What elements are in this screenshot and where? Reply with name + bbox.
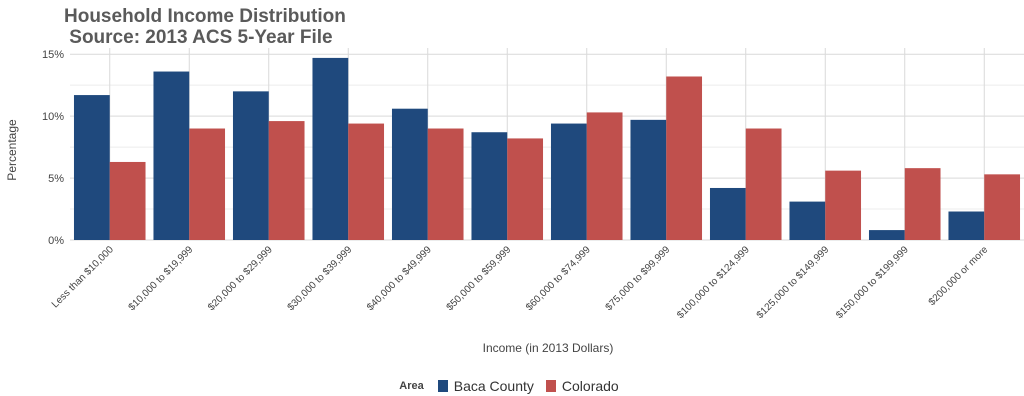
bar-baca-county — [789, 201, 826, 240]
x-tick-label: $75,000 to $99,999 — [604, 244, 673, 313]
bar-baca-county — [709, 187, 746, 240]
bars — [73, 57, 1021, 241]
x-tick-label: $60,000 to $74,999 — [524, 244, 593, 313]
bar-baca-county — [391, 108, 428, 240]
x-tick-label: $125,000 to $149,999 — [755, 244, 832, 321]
y-axis-label: Percentage — [5, 119, 19, 181]
legend-swatch-baca-county — [437, 380, 448, 392]
bar-baca-county — [630, 119, 667, 240]
x-tick-label: $150,000 to $199,999 — [834, 244, 911, 321]
x-tick-label: $40,000 to $49,999 — [365, 244, 434, 313]
legend-label-colorado: Colorado — [561, 378, 619, 394]
bar-colorado — [984, 174, 1021, 240]
bar-baca-county — [471, 132, 508, 240]
legend-title: Area — [399, 380, 424, 392]
x-axis-ticks: Less than $10,000 $10,000 to $19,999 $20,0… — [50, 244, 991, 321]
bar-baca-county — [232, 91, 269, 241]
legend-label-baca-county: Baca County — [453, 378, 534, 394]
bar-colorado — [348, 123, 385, 240]
legend: Area Baca County Colorado — [0, 376, 1024, 394]
x-tick-label: $100,000 to $124,999 — [675, 244, 752, 321]
x-tick-label: $50,000 to $59,999 — [445, 244, 514, 313]
x-tick-label: $200,000 or more — [927, 244, 991, 308]
bar-colorado — [268, 121, 305, 240]
y-tick-label: 10% — [42, 111, 64, 123]
bar-baca-county — [550, 123, 587, 240]
y-tick-label: 5% — [48, 173, 64, 185]
bar-baca-county — [73, 95, 110, 240]
x-tick-label: $30,000 to $39,999 — [286, 244, 355, 313]
x-tick-label: Less than $10,000 — [50, 244, 116, 310]
bar-baca-county — [153, 71, 190, 240]
x-axis-label: Income (in 2013 Dollars) — [483, 341, 614, 355]
chart-title: Household Income Distribution — [64, 6, 346, 27]
x-tick-label: $10,000 to $19,999 — [127, 244, 196, 313]
bar-colorado — [745, 128, 782, 240]
bar-colorado — [189, 128, 226, 240]
bar-colorado — [507, 138, 544, 240]
bar-colorado — [427, 128, 464, 240]
y-tick-label: 15% — [42, 49, 64, 61]
bar-baca-county — [948, 211, 985, 240]
chart-title-block: Household Income Distribution Source: 20… — [64, 6, 346, 48]
y-tick-label: 0% — [48, 235, 64, 247]
chart-subtitle: Source: 2013 ACS 5-Year File — [64, 27, 333, 48]
bar-colorado — [825, 170, 862, 240]
bar-colorado — [666, 76, 703, 240]
y-axis-ticks: 0% 5% 10% 15% — [42, 49, 64, 247]
bar-colorado — [109, 161, 146, 240]
legend-swatch-colorado — [545, 380, 556, 392]
bar-colorado — [586, 112, 623, 240]
bar-colorado — [904, 168, 941, 240]
bar-baca-county — [868, 230, 905, 240]
x-tick-label: $20,000 to $29,999 — [206, 244, 275, 313]
bar-baca-county — [312, 57, 349, 241]
bar-chart: 0% 5% 10% 15% Less than $10,000 $10,000 to $… — [5, 48, 1024, 355]
